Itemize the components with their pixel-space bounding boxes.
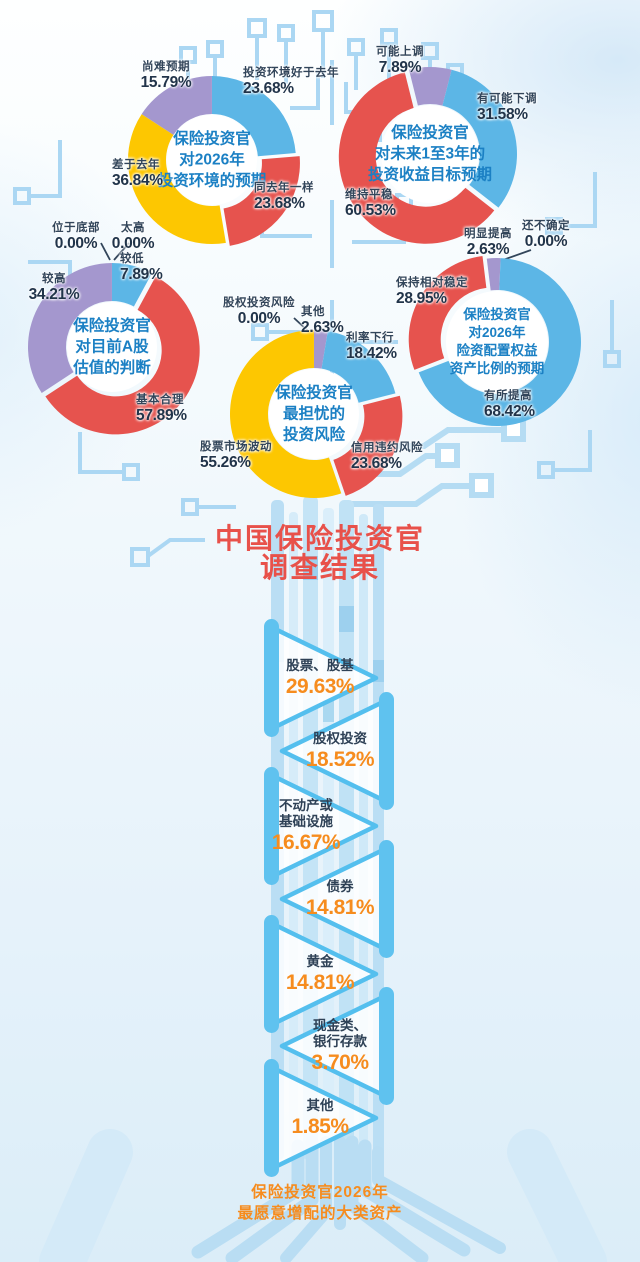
donut-slice: [321, 331, 396, 403]
slice-label: 有所提高 68.42%: [484, 390, 535, 420]
slice-label: 有可能下调 31.58%: [477, 93, 537, 123]
chart-title-equity-allocation: 保险投资官 对2026年 险资配置权益 资产比例的预期: [449, 307, 545, 376]
slice-label: 太高 0.00%: [111, 222, 155, 252]
donut-hole: [167, 115, 257, 205]
asset-item-bonds: 债券 14.81%: [305, 878, 375, 919]
slice-label: 基本合理 57.89%: [136, 394, 187, 424]
asset-triangle-right: [264, 1059, 379, 1177]
donut-slice: [338, 72, 495, 244]
donut-slice: [127, 114, 226, 244]
slice-label: 保持相对稳定 28.95%: [396, 277, 468, 307]
donut-slice: [45, 276, 200, 435]
chart-title-top-risk: 保险投资官 最担忧的 投资风险: [275, 384, 353, 444]
donut-slice: [141, 76, 212, 135]
donut-slice: [408, 67, 452, 106]
asset-triangle-right: [264, 767, 379, 885]
donut-slice: [486, 257, 501, 291]
slice-label: 可能上调 7.89%: [376, 46, 424, 76]
asset-triangle-left: [279, 987, 394, 1105]
asset-item-other: 其他 1.85%: [291, 1097, 349, 1138]
funnel-caption: 保险投资官2026年 最愿意增配的大类资产: [237, 1184, 403, 1222]
slice-label: 股票市场波动 55.26%: [200, 441, 272, 471]
donut-hole: [446, 291, 548, 393]
donut-slice: [28, 263, 112, 393]
donut-slice: [229, 330, 342, 499]
slice-label: 明显提高 2.63%: [464, 228, 512, 258]
asset-triangle-right: [264, 619, 379, 737]
chart-title-environment: 保险投资官 对2026年 投资环境的预期: [157, 130, 267, 190]
donut-slice: [333, 395, 403, 496]
slice-label: 信用违约风险 23.68%: [351, 442, 423, 472]
donut-slice: [442, 69, 517, 208]
donut-slice: [408, 256, 487, 370]
asset-item-real-estate-infrastructure: 不动产或 基础设施 16.67%: [271, 797, 341, 854]
donut-slice: [418, 258, 582, 427]
asset-item-private-equity: 股权投资 18.52%: [305, 730, 375, 771]
slice-label: 维持平稳 60.53%: [345, 189, 396, 219]
donut-slice: [112, 263, 152, 307]
slice-label: 投资环境好于去年 23.68%: [243, 67, 339, 97]
donut-slice: [223, 156, 300, 246]
donut-hole: [67, 302, 157, 392]
slice-label: 差于去年 36.84%: [112, 159, 163, 189]
asset-item-cash-deposits: 现金类、 银行存款 3.70%: [311, 1017, 369, 1074]
slice-label: 较低 7.89%: [120, 253, 163, 283]
chart-title-a-share-valuation: 保险投资官 对目前A股 估值的判断: [73, 317, 151, 377]
asset-triangle-left: [279, 692, 394, 810]
chart-title-return-target: 保险投资官 对未来1至3年的 投资收益目标预期: [367, 124, 492, 184]
slice-label: 其他 2.63%: [301, 306, 344, 336]
slice-label: 位于底部 0.00%: [52, 222, 100, 252]
donut-hole: [381, 105, 479, 203]
asset-item-stocks-funds: 股票、股基 29.63%: [285, 657, 355, 698]
slice-label: 还不确定 0.00%: [522, 220, 570, 250]
slice-label: 股权投资风险 0.00%: [223, 297, 295, 327]
donut-hole: [269, 369, 359, 459]
asset-item-gold: 黄金 14.81%: [285, 953, 355, 994]
donut-slice: [212, 76, 296, 157]
asset-triangle-right: [264, 915, 379, 1033]
slice-label: 较高 34.21%: [28, 273, 80, 303]
asset-triangle-left: [279, 840, 394, 958]
slice-label: 同去年一样 23.68%: [254, 182, 314, 212]
donut-slice: [314, 330, 328, 369]
page-title: 中国保险投资官 调查结果: [214, 523, 425, 583]
slice-label: 尚难预期 15.79%: [140, 61, 192, 91]
slice-label: 利率下行 18.42%: [346, 332, 397, 362]
